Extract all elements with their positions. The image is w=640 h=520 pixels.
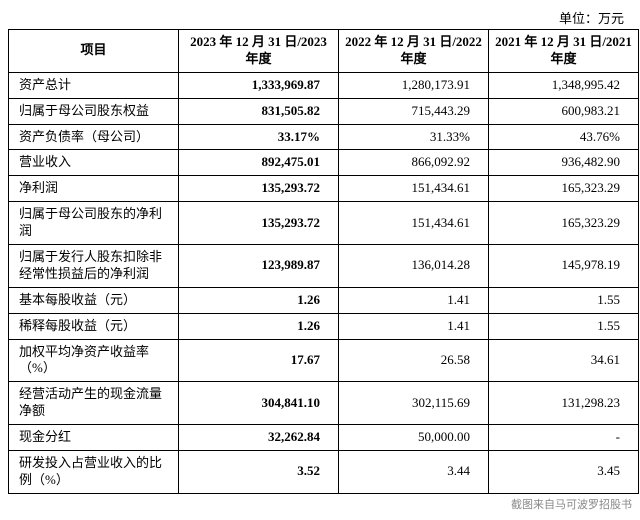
row-value: 165,323.29: [489, 202, 639, 245]
row-value: -: [489, 425, 639, 451]
row-value: 302,115.69: [339, 382, 489, 425]
row-value: 135,293.72: [179, 202, 339, 245]
row-value: 600,983.21: [489, 98, 639, 124]
row-value: 866,092.92: [339, 150, 489, 176]
header-2023: 2023 年 12 月 31 日/2023 年度: [179, 30, 339, 73]
table-row: 营业收入892,475.01866,092.92936,482.90: [9, 150, 639, 176]
row-value: 131,298.23: [489, 382, 639, 425]
row-label: 营业收入: [9, 150, 179, 176]
row-value: 1.26: [179, 287, 339, 313]
header-2022: 2022 年 12 月 31 日/2022 年度: [339, 30, 489, 73]
row-value: 17.67: [179, 339, 339, 382]
table-row: 稀释每股收益（元）1.261.411.55: [9, 313, 639, 339]
row-value: 892,475.01: [179, 150, 339, 176]
row-value: 31.33%: [339, 124, 489, 150]
row-label: 资产总计: [9, 72, 179, 98]
table-row: 研发投入占营业收入的比例（%）3.523.443.45: [9, 451, 639, 494]
row-value: 165,323.29: [489, 176, 639, 202]
table-row: 归属于发行人股东扣除非经常性损益后的净利润123,989.87136,014.2…: [9, 245, 639, 288]
row-value: 50,000.00: [339, 425, 489, 451]
row-label: 稀释每股收益（元）: [9, 313, 179, 339]
row-value: 3.45: [489, 451, 639, 494]
table-row: 经营活动产生的现金流量净额304,841.10302,115.69131,298…: [9, 382, 639, 425]
table-row: 基本每股收益（元）1.261.411.55: [9, 287, 639, 313]
row-label: 加权平均净资产收益率（%）: [9, 339, 179, 382]
table-row: 加权平均净资产收益率（%）17.6726.5834.61: [9, 339, 639, 382]
row-value: 1.26: [179, 313, 339, 339]
source-note: 截图来自马可波罗招股书: [8, 496, 632, 512]
table-row: 现金分红32,262.8450,000.00-: [9, 425, 639, 451]
header-2021: 2021 年 12 月 31 日/2021 年度: [489, 30, 639, 73]
unit-label: 单位：万元: [8, 8, 632, 27]
row-label: 归属于母公司股东权益: [9, 98, 179, 124]
row-label: 现金分红: [9, 425, 179, 451]
row-value: 1,348,995.42: [489, 72, 639, 98]
row-value: 32,262.84: [179, 425, 339, 451]
row-value: 43.76%: [489, 124, 639, 150]
row-value: 831,505.82: [179, 98, 339, 124]
row-label: 归属于发行人股东扣除非经常性损益后的净利润: [9, 245, 179, 288]
financial-table: 项目 2023 年 12 月 31 日/2023 年度 2022 年 12 月 …: [8, 29, 639, 494]
table-row: 资产总计1,333,969.871,280,173.911,348,995.42: [9, 72, 639, 98]
row-value: 151,434.61: [339, 202, 489, 245]
row-label: 基本每股收益（元）: [9, 287, 179, 313]
row-label: 净利润: [9, 176, 179, 202]
row-value: 3.44: [339, 451, 489, 494]
table-header-row: 项目 2023 年 12 月 31 日/2023 年度 2022 年 12 月 …: [9, 30, 639, 73]
row-value: 145,978.19: [489, 245, 639, 288]
row-value: 1.41: [339, 313, 489, 339]
row-value: 135,293.72: [179, 176, 339, 202]
row-value: 936,482.90: [489, 150, 639, 176]
row-value: 1,280,173.91: [339, 72, 489, 98]
row-label: 研发投入占营业收入的比例（%）: [9, 451, 179, 494]
row-value: 26.58: [339, 339, 489, 382]
table-row: 净利润135,293.72151,434.61165,323.29: [9, 176, 639, 202]
header-item: 项目: [9, 30, 179, 73]
row-value: 34.61: [489, 339, 639, 382]
table-row: 归属于母公司股东权益831,505.82715,443.29600,983.21: [9, 98, 639, 124]
table-row: 资产负债率（母公司）33.17%31.33%43.76%: [9, 124, 639, 150]
row-label: 归属于母公司股东的净利润: [9, 202, 179, 245]
row-value: 33.17%: [179, 124, 339, 150]
row-value: 715,443.29: [339, 98, 489, 124]
table-row: 归属于母公司股东的净利润135,293.72151,434.61165,323.…: [9, 202, 639, 245]
row-value: 123,989.87: [179, 245, 339, 288]
row-value: 304,841.10: [179, 382, 339, 425]
row-value: 151,434.61: [339, 176, 489, 202]
row-value: 1.55: [489, 287, 639, 313]
row-value: 1.41: [339, 287, 489, 313]
row-value: 136,014.28: [339, 245, 489, 288]
row-label: 资产负债率（母公司）: [9, 124, 179, 150]
row-value: 1,333,969.87: [179, 72, 339, 98]
row-value: 1.55: [489, 313, 639, 339]
row-value: 3.52: [179, 451, 339, 494]
row-label: 经营活动产生的现金流量净额: [9, 382, 179, 425]
